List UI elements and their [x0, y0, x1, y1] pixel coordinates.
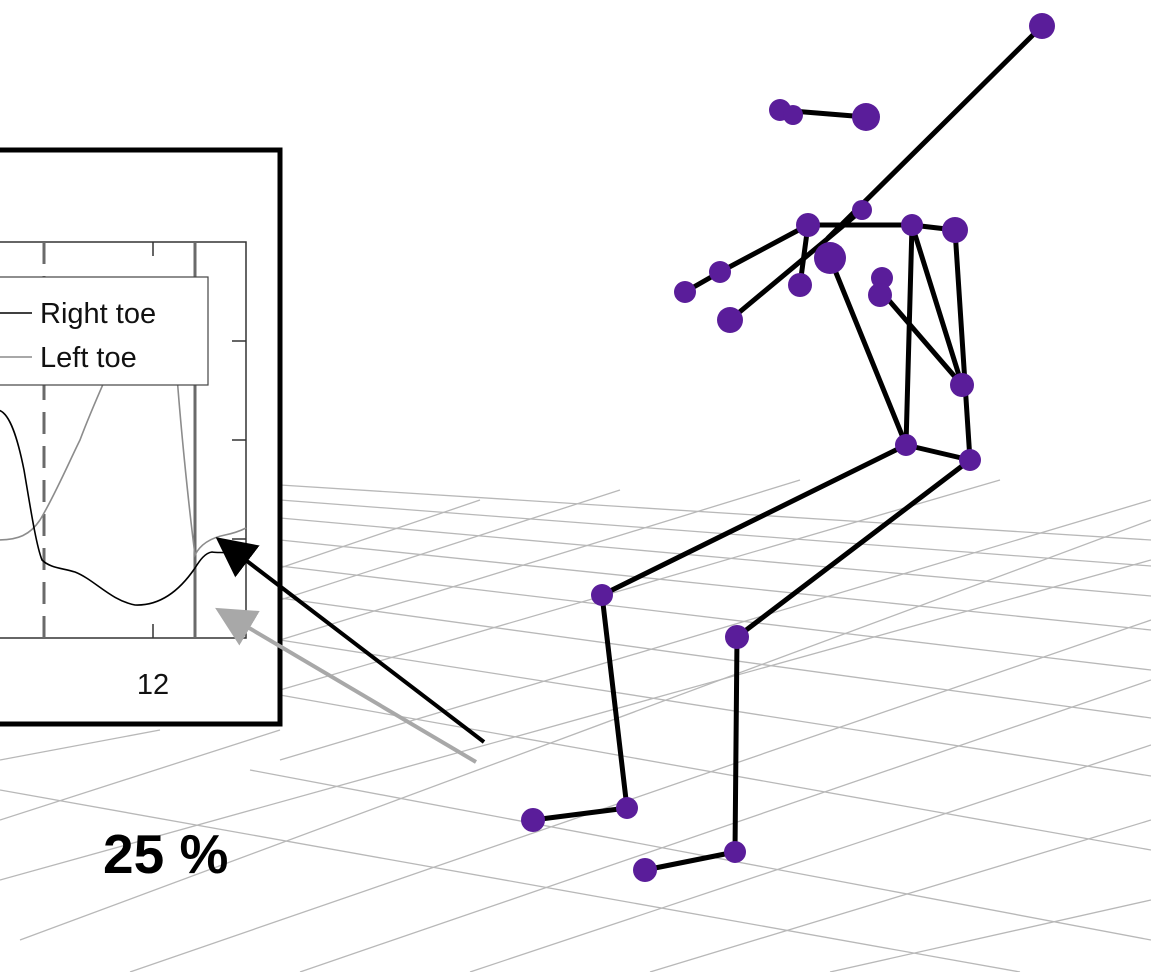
arrow-left-toe: [215, 607, 478, 764]
bone: [734, 457, 973, 640]
bone: [642, 849, 738, 873]
joint-marker: [616, 797, 638, 819]
joint-marker: [814, 242, 846, 274]
grid-line: [299, 679, 1151, 972]
joint-marker: [591, 584, 613, 606]
grid-line: [0, 789, 1021, 972]
bone: [827, 255, 909, 448]
bone: [599, 592, 630, 811]
joint-marker: [942, 217, 968, 243]
joint-marker: [717, 307, 743, 333]
bone: [877, 287, 965, 388]
grid-line: [279, 694, 1151, 851]
bone: [952, 227, 973, 463]
joint-marker: [1029, 13, 1055, 39]
grid-line: [279, 517, 1151, 597]
grid-line: [0, 729, 281, 821]
grid-line: [19, 519, 1151, 941]
bone: [732, 634, 740, 855]
joint-marker: [709, 261, 731, 283]
joint-marker: [868, 283, 892, 307]
grid-line: [279, 565, 1151, 671]
bone: [717, 222, 811, 275]
bone: [530, 805, 630, 823]
bone: [727, 207, 865, 323]
bone: [599, 442, 909, 598]
x-tick-label: 12: [137, 669, 169, 701]
joint-marker: [852, 103, 880, 131]
grid-line: [279, 479, 801, 641]
grid-line: [279, 539, 1151, 631]
grid-line: [279, 479, 1001, 691]
joint-marker: [633, 858, 657, 882]
joint-marker: [959, 449, 981, 471]
joint-marker: [871, 267, 893, 289]
grid-line: [469, 744, 1151, 972]
legend-box: [0, 276, 209, 386]
floor-grid: [0, 479, 1151, 972]
arrow-right-toe: [215, 537, 486, 744]
grid-line: [0, 559, 1151, 881]
grid-line: [829, 899, 1151, 972]
percent-label: 25 %: [103, 823, 228, 885]
left-toe-curve-tail: [175, 361, 247, 558]
grid-line: [129, 619, 1151, 972]
legend-label-right-toe: Right toe: [40, 298, 156, 330]
grid-line: [649, 819, 1151, 972]
joint-marker: [724, 841, 746, 863]
joint-marker: [783, 105, 803, 125]
legend: Right toe Left toe: [0, 276, 209, 386]
joint-marker: [852, 200, 872, 220]
joint-marker: [674, 281, 696, 303]
joint-marker: [796, 213, 820, 237]
grid-line: [279, 484, 1151, 541]
inset-plot-panel: Right toe Left toe 12: [0, 147, 283, 727]
grid-line: [279, 639, 1151, 777]
grid-line: [279, 499, 1151, 567]
joint-marker: [950, 373, 974, 397]
legend-label-left-toe: Left toe: [40, 342, 137, 374]
skeleton-joints: [521, 13, 1055, 882]
grid-line: [279, 597, 1151, 719]
joint-marker: [901, 214, 923, 236]
grid-line: [0, 729, 161, 761]
joint-marker: [521, 808, 545, 832]
grid-line: [279, 489, 621, 601]
grid-line: [279, 499, 481, 569]
bone: [909, 222, 965, 388]
joint-marker: [788, 273, 812, 297]
bone: [903, 222, 915, 448]
joint-marker: [725, 625, 749, 649]
joint-marker: [895, 434, 917, 456]
grid-line: [279, 499, 1151, 761]
